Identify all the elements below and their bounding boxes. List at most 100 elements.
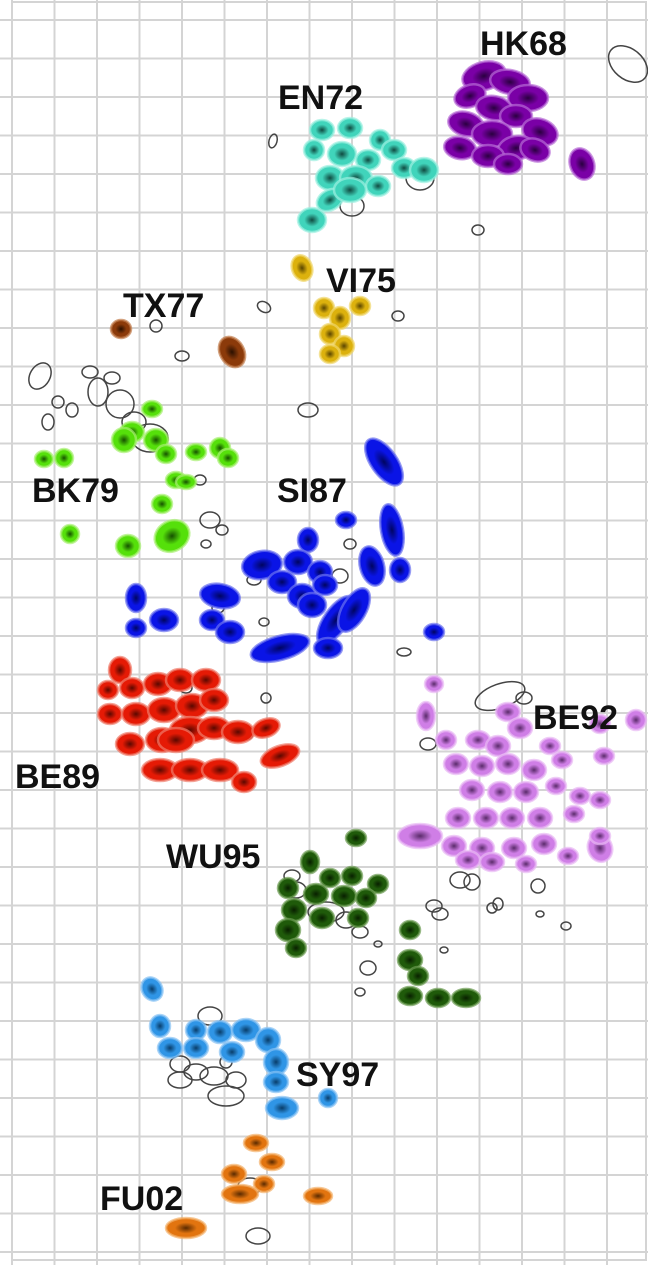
antigen-point-si87-22 <box>249 632 311 664</box>
antigen-point-be92-28 <box>440 834 468 858</box>
outline-point-1 <box>267 133 279 149</box>
antigen-point-be89-22 <box>156 726 196 754</box>
antigen-point-si87-2 <box>379 503 405 557</box>
antigen-point-wu95-10 <box>308 906 336 930</box>
antigen-point-wu95-6 <box>302 882 330 906</box>
antigen-point-bk79-11 <box>174 473 198 491</box>
antigen-point-wu95-12 <box>274 917 302 943</box>
antigen-point-be89-16 <box>251 717 281 739</box>
outline-point-52 <box>359 960 377 976</box>
antigen-point-be89-1 <box>96 679 120 701</box>
outline-point-23 <box>200 539 212 549</box>
antigen-point-bk79-2 <box>110 426 138 454</box>
outline-point-36 <box>449 871 471 889</box>
outline-point-50 <box>373 940 383 948</box>
antigen-point-be92-30 <box>500 836 528 860</box>
antigen-point-bk79-7 <box>216 447 240 469</box>
outline-point-21 <box>199 511 221 529</box>
outline-point-29 <box>396 647 412 657</box>
outline-point-4 <box>471 224 485 236</box>
antigen-point-sy97-0 <box>140 976 164 1002</box>
antigen-point-si87-1 <box>334 510 358 530</box>
outline-point-11 <box>87 377 109 407</box>
antigen-point-sy97-6 <box>156 1036 184 1060</box>
antigen-point-be92-10 <box>442 752 470 776</box>
antigen-point-wu95-2 <box>318 867 342 889</box>
outline-point-63 <box>245 1227 271 1245</box>
antigen-point-en72-3 <box>302 138 326 162</box>
antigen-point-fu02-4 <box>220 1183 260 1205</box>
antigen-point-bk79-8 <box>33 449 55 469</box>
outline-point-16 <box>105 389 135 419</box>
antigen-point-si87-21 <box>312 636 344 660</box>
antigen-point-en72-6 <box>380 138 408 162</box>
antigen-point-bk79-0 <box>140 399 164 419</box>
antigen-point-be89-8 <box>146 696 182 724</box>
outline-point-34 <box>515 691 533 705</box>
antigen-point-sy97-10 <box>264 1095 300 1121</box>
antigen-point-bk79-13 <box>153 518 191 554</box>
outline-point-49 <box>560 921 572 931</box>
cluster-label-sy97: SY97 <box>296 1056 379 1094</box>
antigen-point-vi75-6 <box>348 295 372 317</box>
cluster-si87-points <box>124 437 446 664</box>
antigen-point-wu95-13 <box>284 937 308 959</box>
antigen-point-en72-11 <box>408 156 440 184</box>
cluster-label-bk79: BK79 <box>32 472 119 510</box>
antigen-point-be89-20 <box>200 757 240 783</box>
outline-point-22 <box>215 524 229 536</box>
antigen-point-be89-4 <box>164 667 196 693</box>
antigen-point-wu95-11 <box>346 907 370 929</box>
cluster-labels: HK68 EN72 VI75 TX77 BK79 SI87 BE92 BE89 … <box>15 25 618 1218</box>
cluster-label-tx77: TX77 <box>123 287 204 325</box>
antigen-point-wu95-17 <box>396 985 424 1007</box>
antigen-point-be89-11 <box>114 731 146 757</box>
outline-point-7 <box>391 310 405 322</box>
antigen-point-wu95-14 <box>398 919 422 941</box>
antigen-point-sy97-7 <box>182 1036 210 1060</box>
cluster-label-fu02: FU02 <box>100 1180 183 1218</box>
antigen-point-si87-5 <box>282 548 314 576</box>
antigen-points <box>33 60 648 1240</box>
antigen-point-be92-24 <box>526 806 554 830</box>
antigen-point-wu95-5 <box>276 876 300 900</box>
antigen-point-be92-12 <box>494 752 522 776</box>
cluster-label-vi75: VI75 <box>326 262 396 300</box>
antigen-point-si87-15 <box>148 607 180 633</box>
antigen-point-wu95-3 <box>340 865 364 887</box>
antigen-point-be89-6 <box>96 702 124 726</box>
antigen-point-si87-23 <box>422 622 446 642</box>
antigen-point-be92-27 <box>396 822 444 850</box>
outline-point-10 <box>81 365 99 379</box>
antigen-point-bk79-4 <box>154 443 178 465</box>
antigen-point-si87-3 <box>296 526 320 554</box>
antigen-point-bk79-14 <box>114 533 142 559</box>
antigen-point-wu95-7 <box>330 884 358 908</box>
outline-point-12 <box>103 371 121 385</box>
antigen-point-en72-4 <box>326 140 358 168</box>
antigen-point-wu95-9 <box>280 897 308 923</box>
cluster-hk68-points <box>442 60 596 181</box>
antigen-point-hk68-5 <box>498 103 534 129</box>
cluster-label-wu95: WU95 <box>166 838 260 876</box>
antigen-point-be89-17 <box>259 743 301 769</box>
antigen-point-be92-22 <box>472 806 500 830</box>
antigen-point-be92-36 <box>556 846 580 866</box>
antigen-point-wu95-16 <box>406 965 430 987</box>
antigen-point-vi75-0 <box>290 254 314 282</box>
cluster-wu95-points <box>274 828 482 1009</box>
outline-point-31 <box>260 692 272 704</box>
antigen-point-si87-20 <box>336 587 372 633</box>
outline-point-38 <box>530 878 546 894</box>
antigen-point-si87-0 <box>363 437 405 487</box>
cluster-be89-points <box>96 655 301 794</box>
antigen-point-be92-7 <box>538 736 562 756</box>
antigen-point-sy97-11 <box>317 1087 339 1109</box>
antigen-point-vi75-5 <box>318 343 342 365</box>
antigen-point-be92-15 <box>592 746 616 766</box>
antigen-point-bk79-12 <box>150 493 174 515</box>
antigen-point-be92-33 <box>454 849 482 871</box>
outline-point-46 <box>492 897 504 911</box>
antigen-point-be92-25 <box>562 804 586 824</box>
antigen-point-be92-16 <box>458 778 486 802</box>
